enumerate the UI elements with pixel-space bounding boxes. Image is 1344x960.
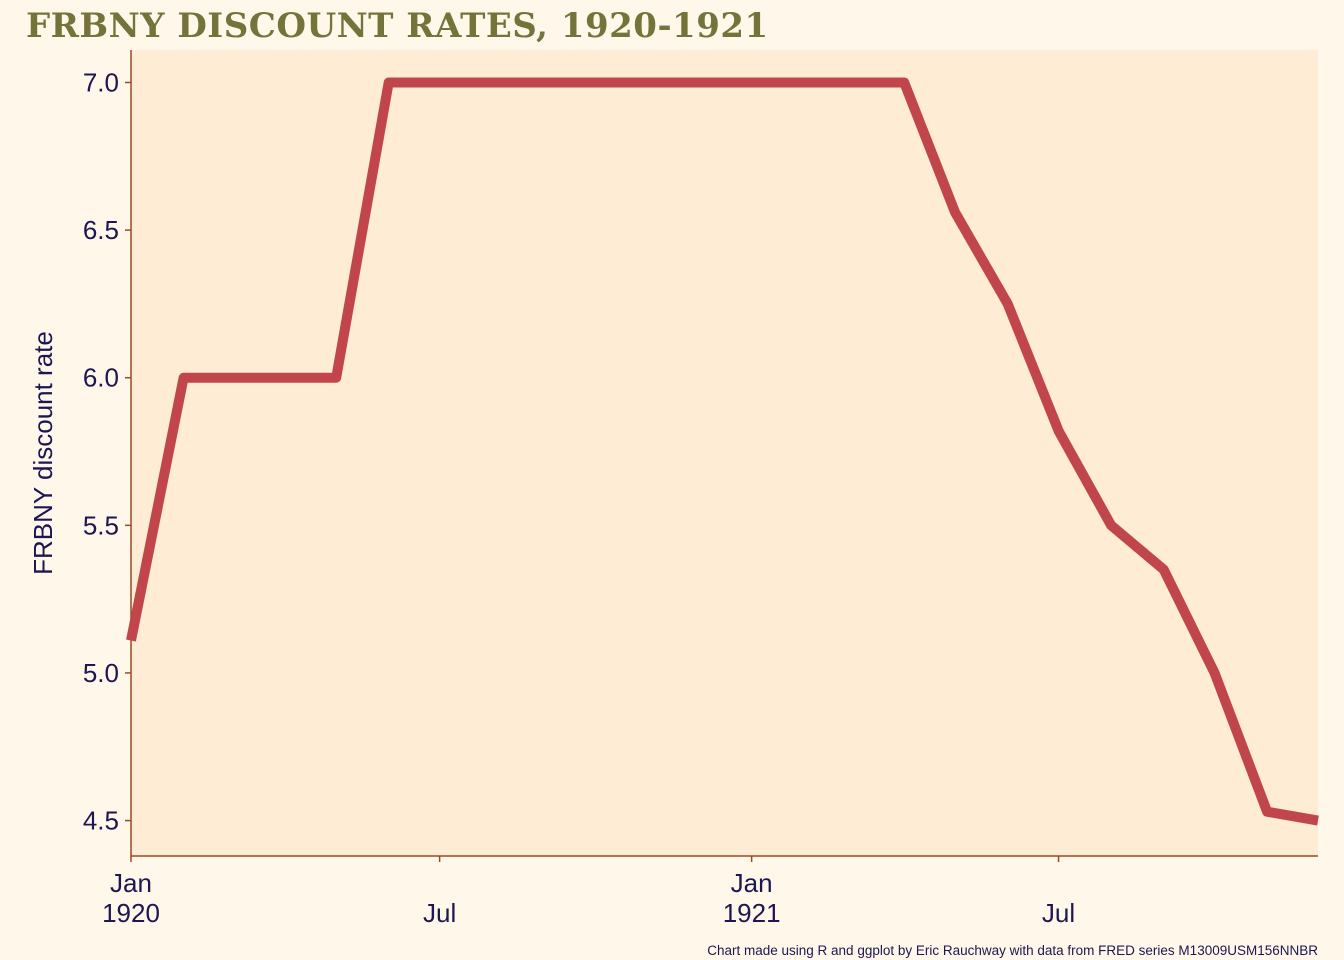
y-tick-label: 5.0 [83, 658, 119, 688]
y-axis-label: FRBNY discount rate [28, 331, 58, 575]
series-layer [126, 77, 1319, 826]
x-tick-label: 1920 [102, 898, 160, 928]
x-tick-label: 1921 [723, 898, 781, 928]
plot-panel [131, 50, 1318, 856]
chart-caption: Chart made using R and ggplot by Eric Ra… [707, 943, 1318, 958]
x-tick-label: Jul [423, 898, 456, 928]
chart-title: FRBNY discount rates, 1920-1921 [26, 6, 769, 46]
y-tick-label: 6.5 [83, 215, 119, 245]
y-tick-label: 6.0 [83, 363, 119, 393]
x-tick-label: Jan [731, 868, 773, 898]
y-tick-label: 4.5 [83, 806, 119, 836]
series-line [126, 77, 1319, 826]
x-tick-label: Jul [1042, 898, 1075, 928]
x-tick-label: Jan [110, 868, 152, 898]
y-tick-label: 5.5 [83, 510, 119, 540]
y-tick-label: 7.0 [83, 67, 119, 97]
